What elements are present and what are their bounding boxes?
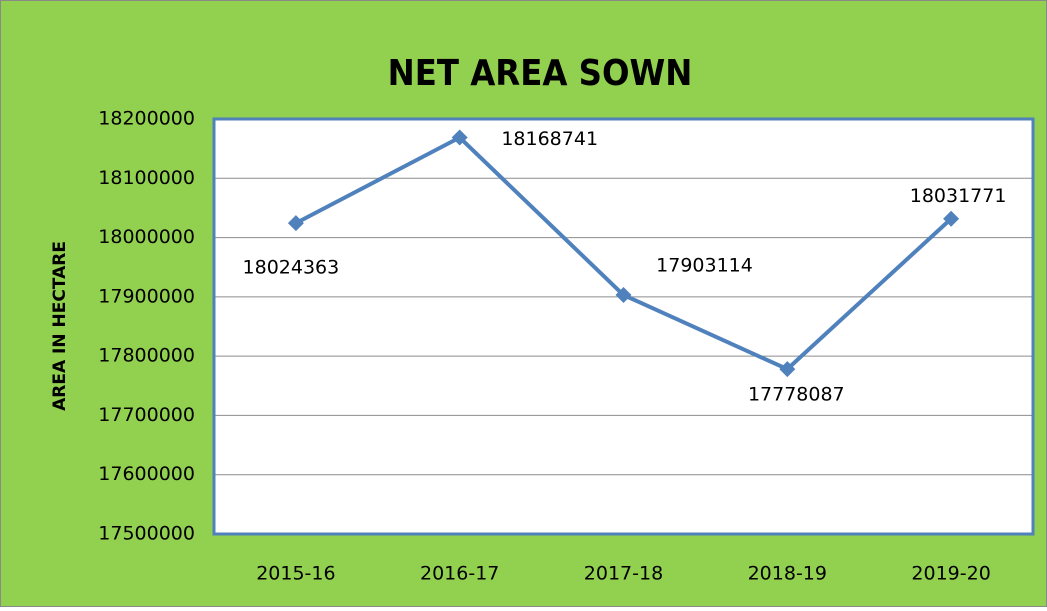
x-tick-label: 2015-16 (256, 563, 335, 585)
marker (451, 129, 468, 146)
x-tick-label: 2016-17 (420, 563, 499, 585)
plot-border (212, 117, 1035, 536)
marker (779, 361, 796, 378)
y-tick-label: 17800000 (98, 345, 195, 367)
x-tick-label: 2018-19 (748, 563, 827, 585)
y-tick-label: 17600000 (98, 463, 195, 485)
data-label: 18168741 (501, 128, 598, 150)
marker (943, 210, 960, 227)
y-tick-label: 17700000 (98, 404, 195, 426)
x-tick-label: 2017-18 (584, 563, 663, 585)
y-tick-label: 17900000 (98, 285, 195, 307)
y-tick-label: 17500000 (98, 523, 195, 545)
plot-area (214, 119, 1033, 534)
marker (615, 287, 632, 304)
marker (287, 215, 304, 232)
y-tick-label: 18200000 (98, 108, 195, 130)
y-tick-label: 18000000 (98, 226, 195, 248)
data-label: 17903114 (656, 255, 753, 277)
data-label: 18024363 (243, 257, 340, 279)
y-tick-label: 18100000 (98, 167, 195, 189)
y-axis-label: AREA IN HECTARE (50, 241, 70, 411)
chart-title: NET AREA SOWN (388, 53, 693, 94)
x-tick-label: 2019-20 (911, 563, 990, 585)
data-label: 18031771 (910, 185, 1007, 207)
data-label: 17778087 (748, 384, 845, 406)
